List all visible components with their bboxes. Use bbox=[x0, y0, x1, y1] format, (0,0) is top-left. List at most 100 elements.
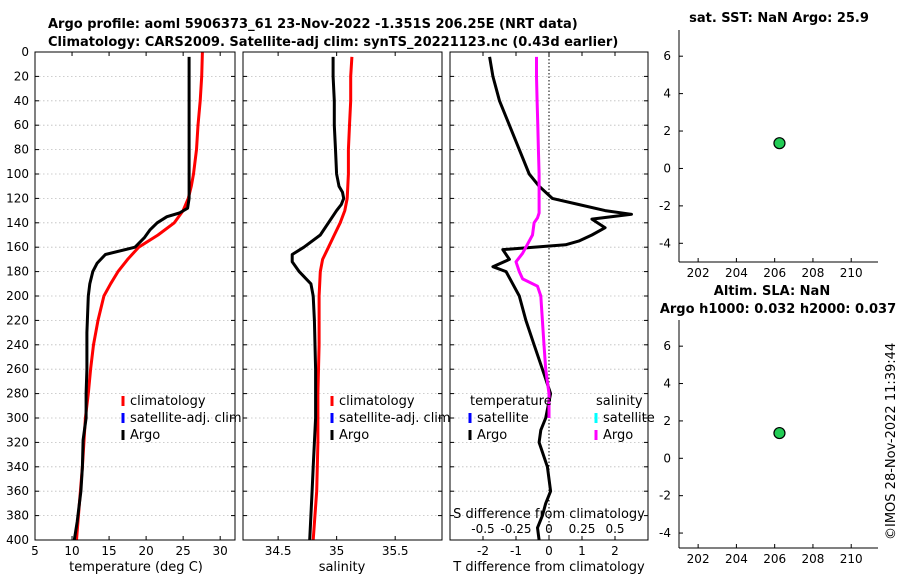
sla-ytick-label: 4 bbox=[663, 377, 671, 391]
temperature-ytick-label: 380 bbox=[6, 509, 29, 523]
salinity-legend-label: satellite-adj. clim bbox=[339, 411, 451, 426]
temperature-xtick-label: 15 bbox=[101, 544, 116, 558]
difference-salinity-legend-label: satellite bbox=[603, 411, 655, 426]
difference-xlabel: T difference from climatology bbox=[452, 560, 645, 575]
temperature-xtick-label: 25 bbox=[176, 544, 191, 558]
sla-xtick-label: 206 bbox=[763, 552, 786, 566]
difference-xtick-label: -1 bbox=[510, 544, 522, 558]
sla-ytick-label: 6 bbox=[663, 339, 671, 353]
salinity-profile-panel: 34.5 35 35.5 climatology satellite-adj. clim… bbox=[242, 51, 451, 558]
sla-xtick-label: 208 bbox=[801, 552, 824, 566]
figure-title-line2: Climatology: CARS2009. Satellite-adj cli… bbox=[48, 35, 618, 50]
difference-profile-panel: -2 -1 0 1 2 -0.5 -0.25 0 0.25 0.5 temperature satel… bbox=[449, 51, 655, 558]
salinity-series-climatology bbox=[311, 56, 354, 541]
salinity-diff-tick-label: 0 bbox=[545, 522, 553, 536]
salinity-legend-label: climatology bbox=[339, 394, 415, 409]
temperature-ytick-label: 300 bbox=[6, 411, 29, 425]
temperature-profile-panel: 0 20 40 60 80 100 120 140 160 180 200 220 240 260 280 3… bbox=[6, 45, 242, 558]
difference-salinity-legend-title: salinity bbox=[596, 394, 643, 409]
temperature-ytick-label: 260 bbox=[6, 362, 29, 376]
salinity-xtick-label: 34.5 bbox=[265, 544, 292, 558]
difference-salinity-legend-label: Argo bbox=[603, 428, 633, 443]
salinity-xtick-label: 35 bbox=[329, 544, 344, 558]
sst-panel-title: sat. SST: NaN Argo: 25.9 bbox=[689, 11, 869, 26]
sst-xtick-label: 202 bbox=[687, 266, 710, 280]
salinity-diff-tick-label: 0.25 bbox=[569, 522, 596, 536]
difference-axes-frame bbox=[449, 51, 649, 541]
salinity-diff-tick-label: -0.5 bbox=[471, 522, 494, 536]
temperature-ytick-label: 240 bbox=[6, 338, 29, 352]
temperature-ytick-label: 120 bbox=[6, 191, 29, 205]
sla-xtick-label: 204 bbox=[725, 552, 748, 566]
difference-series-t-argo bbox=[488, 56, 633, 541]
difference-xtick-label: 1 bbox=[578, 544, 586, 558]
temperature-ytick-label: 200 bbox=[6, 289, 29, 303]
temperature-legend-label: climatology bbox=[130, 394, 206, 409]
difference-xtick-label: 2 bbox=[611, 544, 619, 558]
timestamp-label: ©IMOS 28-Nov-2022 11:39:44 bbox=[884, 343, 899, 540]
difference-series-s-argo bbox=[514, 56, 551, 418]
sla-data-point bbox=[773, 426, 786, 440]
temperature-ytick-label: 360 bbox=[6, 484, 29, 498]
temperature-legend-label: satellite-adj. clim bbox=[130, 411, 242, 426]
difference-xtick-label: 0 bbox=[545, 544, 553, 558]
sla-xtick-label: 202 bbox=[687, 552, 710, 566]
salinity-xlabel: salinity bbox=[319, 560, 366, 575]
temperature-ytick-label: 20 bbox=[14, 69, 29, 83]
temperature-ytick-label: 40 bbox=[14, 94, 29, 108]
temperature-legend-label: Argo bbox=[130, 428, 160, 443]
temperature-ytick-label: 280 bbox=[6, 387, 29, 401]
sst-ytick-label: 6 bbox=[663, 49, 671, 63]
salinity-xtick-label: 35.5 bbox=[382, 544, 409, 558]
sla-xtick-label: 210 bbox=[840, 552, 863, 566]
sst-ytick-label: -4 bbox=[659, 236, 671, 250]
sst-ytick-label: 2 bbox=[663, 124, 671, 138]
temperature-ytick-label: 60 bbox=[14, 118, 29, 132]
temperature-series-argo bbox=[72, 56, 191, 541]
temperature-ytick-label: 0 bbox=[21, 45, 29, 59]
temperature-xlabel: temperature (deg C) bbox=[69, 560, 203, 575]
temperature-xtick-label: 10 bbox=[64, 544, 79, 558]
sla-scatter-panel: -4 -2 0 2 4 6 202 204 206 208 210 bbox=[659, 320, 878, 566]
difference-xlabel-top: S difference from climatology bbox=[453, 507, 645, 522]
temperature-ytick-label: 180 bbox=[6, 265, 29, 279]
sla-panel-subtitle: Argo h1000: 0.032 h2000: 0.037 bbox=[660, 302, 896, 317]
temperature-axes-frame bbox=[34, 51, 236, 541]
temperature-ytick-label: 80 bbox=[14, 143, 29, 157]
difference-temperature-legend-label: Argo bbox=[477, 428, 507, 443]
salinity-series-argo bbox=[290, 56, 346, 541]
temperature-series-climatology bbox=[75, 51, 204, 541]
sst-xtick-label: 208 bbox=[801, 266, 824, 280]
sst-scatter-panel: -4 -2 0 2 4 6 202 204 206 208 210 bbox=[659, 30, 878, 280]
sla-ytick-label: -2 bbox=[659, 489, 671, 503]
sst-xtick-label: 206 bbox=[763, 266, 786, 280]
sla-ytick-label: -4 bbox=[659, 526, 671, 540]
difference-temperature-legend-title: temperature bbox=[470, 394, 552, 409]
sla-ytick-label: 0 bbox=[663, 451, 671, 465]
sst-ytick-label: 0 bbox=[663, 161, 671, 175]
temperature-ytick-label: 140 bbox=[6, 216, 29, 230]
temperature-ytick-label: 320 bbox=[6, 435, 29, 449]
sst-ytick-label: 4 bbox=[663, 87, 671, 101]
sst-ytick-label: -2 bbox=[659, 199, 671, 213]
temperature-ytick-label: 160 bbox=[6, 240, 29, 254]
temperature-ytick-label: 340 bbox=[6, 460, 29, 474]
sst-xtick-label: 204 bbox=[725, 266, 748, 280]
sst-data-point bbox=[773, 137, 786, 150]
temperature-ytick-label: 220 bbox=[6, 313, 29, 327]
temperature-xtick-label: 20 bbox=[138, 544, 153, 558]
salinity-axes-frame bbox=[242, 51, 443, 541]
sla-ytick-label: 2 bbox=[663, 414, 671, 428]
difference-xtick-label: -2 bbox=[477, 544, 489, 558]
sla-panel-title: Altim. SLA: NaN bbox=[714, 284, 830, 299]
temperature-xtick-label: 30 bbox=[213, 544, 228, 558]
figure-title-line1: Argo profile: aoml 5906373_61 23-Nov-202… bbox=[48, 17, 578, 32]
salinity-legend-label: Argo bbox=[339, 428, 369, 443]
salinity-diff-tick-label: -0.25 bbox=[500, 522, 531, 536]
difference-temperature-legend-label: satellite bbox=[477, 411, 529, 426]
temperature-ytick-label: 400 bbox=[6, 533, 29, 547]
salinity-diff-tick-label: 0.5 bbox=[605, 522, 624, 536]
temperature-ytick-label: 100 bbox=[6, 167, 29, 181]
temperature-xtick-label: 5 bbox=[31, 544, 39, 558]
